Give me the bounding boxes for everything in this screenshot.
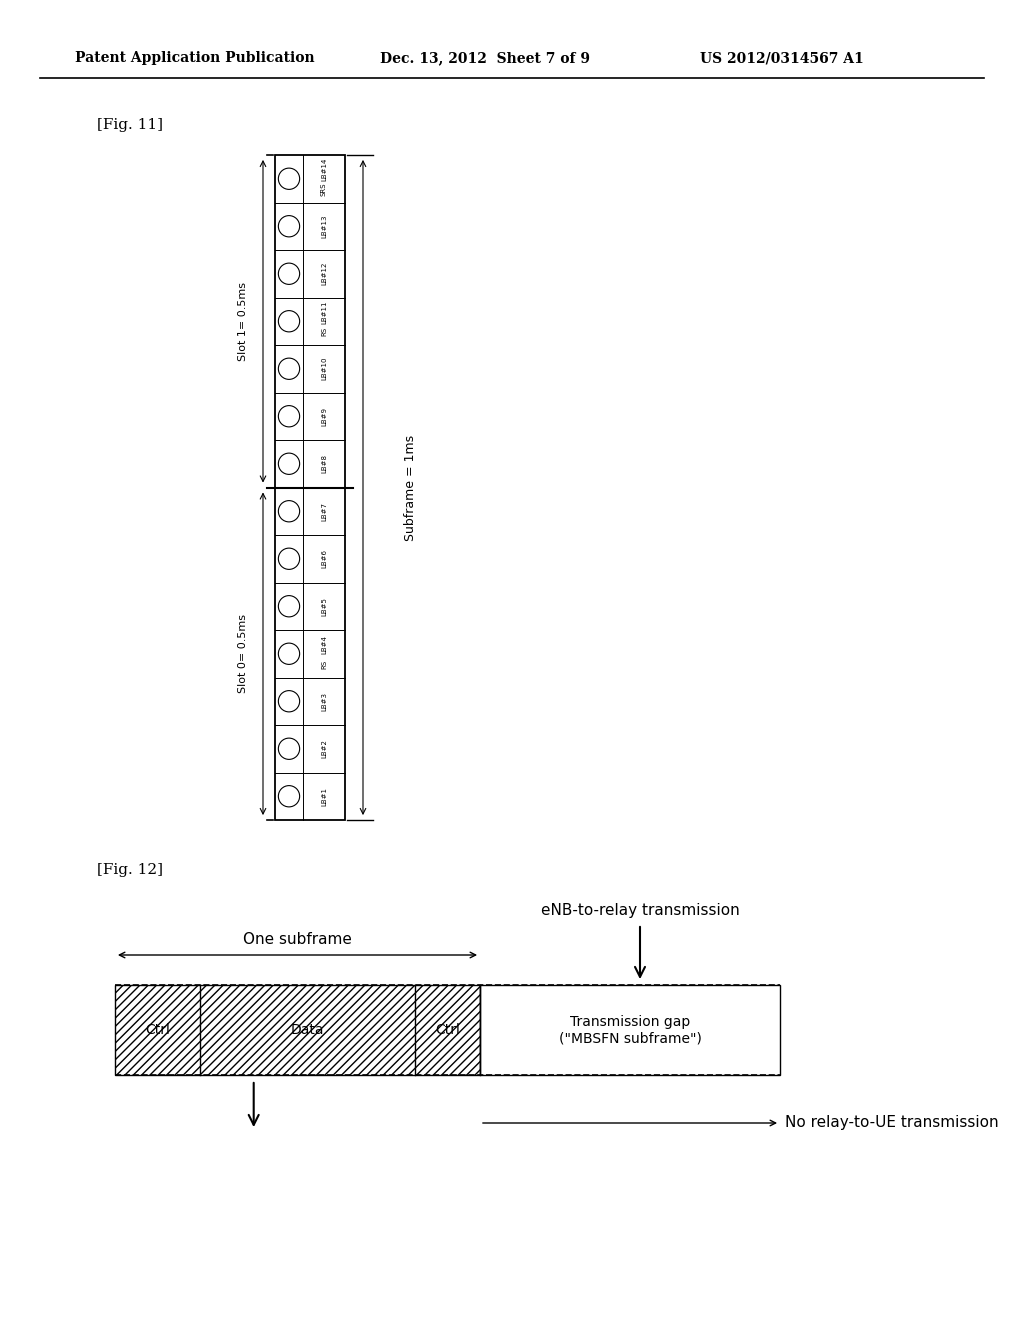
- Text: Transmission gap
("MBSFN subframe"): Transmission gap ("MBSFN subframe"): [558, 1015, 701, 1045]
- Text: LB#13: LB#13: [321, 214, 327, 238]
- Bar: [480, 985, 780, 1074]
- Text: LB#8: LB#8: [321, 454, 327, 474]
- Text: [Fig. 11]: [Fig. 11]: [97, 117, 163, 132]
- Text: Slot 1= 0.5ms: Slot 1= 0.5ms: [238, 281, 248, 360]
- Text: RS: RS: [321, 327, 327, 337]
- Text: LB#12: LB#12: [321, 263, 327, 285]
- Text: No relay-to-UE transmission: No relay-to-UE transmission: [785, 1115, 998, 1130]
- Text: Patent Application Publication: Patent Application Publication: [75, 51, 314, 65]
- Text: LB#11: LB#11: [321, 300, 327, 323]
- Text: SRS: SRS: [321, 182, 327, 195]
- Text: LB#7: LB#7: [321, 502, 327, 521]
- Text: LB#2: LB#2: [321, 739, 327, 758]
- Text: One subframe: One subframe: [243, 932, 352, 946]
- Text: US 2012/0314567 A1: US 2012/0314567 A1: [700, 51, 864, 65]
- Text: LB#14: LB#14: [321, 157, 327, 181]
- Text: LB#6: LB#6: [321, 549, 327, 568]
- Text: Subframe = 1ms: Subframe = 1ms: [403, 434, 417, 541]
- Bar: [115, 985, 480, 1074]
- Text: Slot 0= 0.5ms: Slot 0= 0.5ms: [238, 614, 248, 693]
- Text: LB#1: LB#1: [321, 787, 327, 805]
- Text: Dec. 13, 2012  Sheet 7 of 9: Dec. 13, 2012 Sheet 7 of 9: [380, 51, 590, 65]
- Text: LB#5: LB#5: [321, 597, 327, 615]
- Text: Ctrl: Ctrl: [435, 1023, 460, 1038]
- Text: RS: RS: [321, 660, 327, 669]
- Text: LB#9: LB#9: [321, 407, 327, 426]
- Bar: [275, 154, 345, 820]
- Text: eNB-to-relay transmission: eNB-to-relay transmission: [541, 903, 739, 917]
- Text: Ctrl: Ctrl: [145, 1023, 170, 1038]
- Text: [Fig. 12]: [Fig. 12]: [97, 863, 163, 876]
- Text: LB#10: LB#10: [321, 356, 327, 380]
- Text: Data: Data: [291, 1023, 325, 1038]
- Text: LB#3: LB#3: [321, 692, 327, 710]
- Text: LB#4: LB#4: [321, 635, 327, 653]
